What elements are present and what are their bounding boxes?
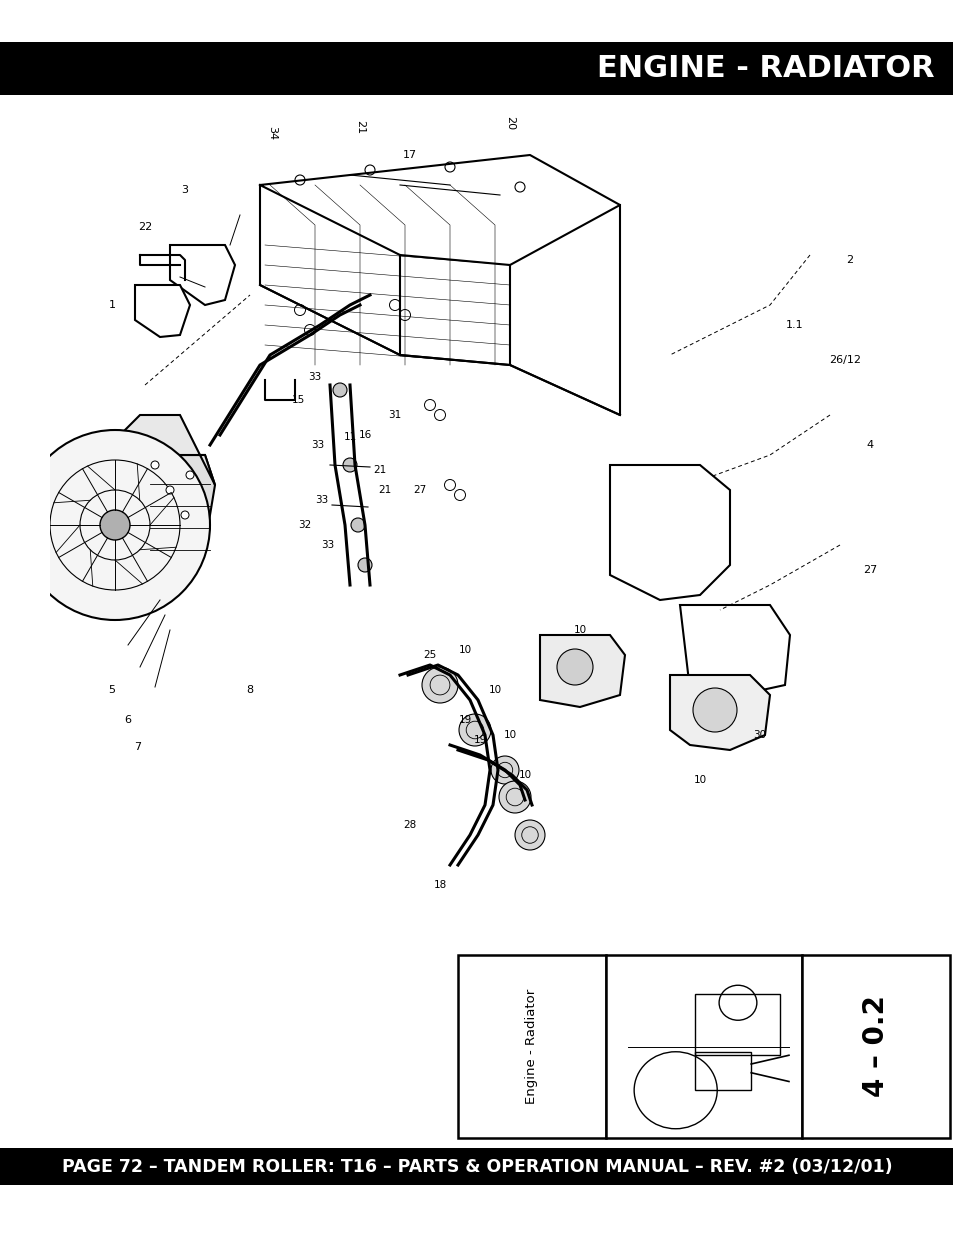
Text: 32: 32 (298, 520, 312, 530)
Bar (801, 955, 949, 1137)
Circle shape (186, 471, 193, 479)
Text: 18: 18 (433, 881, 446, 890)
Text: 10: 10 (693, 776, 706, 785)
Circle shape (357, 558, 372, 572)
Circle shape (434, 410, 445, 420)
Polygon shape (669, 676, 769, 750)
Circle shape (424, 399, 435, 410)
Text: 4 – 0.2: 4 – 0.2 (862, 995, 889, 1098)
Text: 15: 15 (291, 395, 304, 405)
Circle shape (100, 510, 130, 540)
Circle shape (166, 487, 173, 494)
Text: 28: 28 (403, 820, 416, 830)
Polygon shape (539, 635, 624, 706)
Text: 6: 6 (125, 715, 132, 725)
Text: 25: 25 (423, 650, 436, 659)
Text: 30: 30 (753, 730, 766, 740)
Circle shape (421, 667, 457, 703)
Text: 33: 33 (321, 540, 335, 550)
Polygon shape (135, 285, 190, 337)
Text: 22: 22 (138, 222, 152, 232)
Bar (694, 994, 779, 1055)
Circle shape (351, 517, 365, 532)
Circle shape (333, 383, 347, 396)
Circle shape (491, 756, 518, 784)
Text: 20: 20 (504, 116, 515, 130)
Text: PAGE 72 – TANDEM ROLLER: T16 – PARTS & OPERATION MANUAL – REV. #2 (03/12/01): PAGE 72 – TANDEM ROLLER: T16 – PARTS & O… (62, 1157, 891, 1176)
Circle shape (304, 325, 315, 336)
Circle shape (389, 300, 400, 310)
Circle shape (454, 489, 465, 500)
Circle shape (365, 165, 375, 175)
Text: 10: 10 (517, 769, 531, 781)
Text: 26/12: 26/12 (828, 354, 861, 366)
Bar (0, 1149, 953, 1186)
Text: 33: 33 (315, 495, 328, 505)
Circle shape (20, 430, 210, 620)
Circle shape (557, 650, 593, 685)
Text: 19: 19 (457, 715, 471, 725)
Polygon shape (75, 454, 165, 600)
Text: 10: 10 (503, 730, 516, 740)
Bar (694, 1052, 750, 1091)
Polygon shape (609, 466, 729, 600)
Circle shape (515, 182, 524, 191)
Text: 21: 21 (378, 485, 392, 495)
Text: 27: 27 (413, 485, 426, 495)
Text: 10: 10 (488, 685, 501, 695)
Text: 1.1: 1.1 (785, 320, 803, 330)
Circle shape (692, 688, 737, 732)
Text: 21: 21 (373, 466, 386, 475)
Polygon shape (679, 605, 789, 697)
Text: 4: 4 (865, 440, 873, 450)
Text: 27: 27 (862, 564, 876, 576)
Circle shape (444, 162, 455, 172)
Bar (0, 42, 953, 95)
Circle shape (151, 461, 159, 469)
Circle shape (458, 714, 491, 746)
Bar (605, 955, 801, 1137)
Polygon shape (145, 454, 214, 545)
Text: Engine - Radiator: Engine - Radiator (525, 989, 537, 1104)
Circle shape (343, 458, 356, 472)
Text: 17: 17 (402, 149, 416, 161)
Text: 10: 10 (573, 625, 586, 635)
Text: 5: 5 (109, 685, 115, 695)
Text: ENGINE - RADIATOR: ENGINE - RADIATOR (597, 54, 934, 83)
Text: 21: 21 (355, 120, 365, 135)
Text: 3: 3 (181, 185, 189, 195)
Text: 31: 31 (388, 410, 401, 420)
Circle shape (181, 511, 189, 519)
Text: 10: 10 (458, 645, 471, 655)
Text: 33: 33 (311, 440, 324, 450)
Text: 34: 34 (267, 126, 276, 140)
Polygon shape (100, 415, 214, 485)
Text: 33: 33 (308, 372, 321, 382)
Text: 1: 1 (109, 300, 115, 310)
Text: 19: 19 (473, 735, 486, 745)
Bar (457, 955, 605, 1137)
Circle shape (294, 175, 305, 185)
Text: 16: 16 (358, 430, 372, 440)
Circle shape (545, 641, 574, 669)
Text: 2: 2 (845, 254, 853, 266)
Text: 11: 11 (343, 432, 356, 442)
Text: 7: 7 (134, 742, 141, 752)
Circle shape (399, 310, 410, 321)
Text: 8: 8 (246, 685, 253, 695)
Circle shape (294, 305, 305, 315)
Circle shape (515, 820, 544, 850)
Circle shape (444, 479, 455, 490)
Circle shape (498, 781, 531, 813)
Polygon shape (170, 245, 234, 305)
